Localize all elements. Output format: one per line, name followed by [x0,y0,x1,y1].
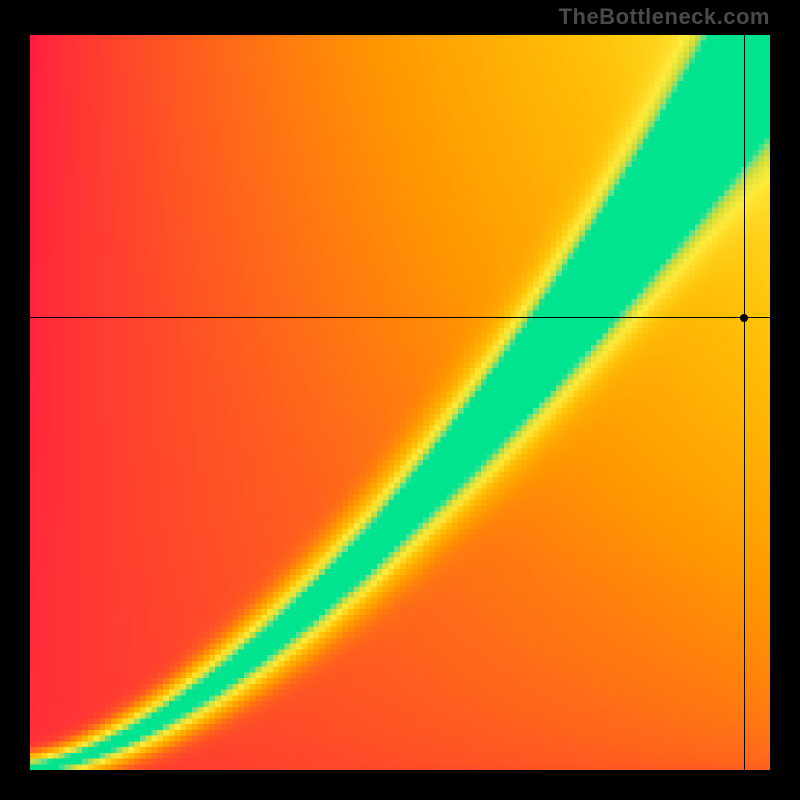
watermark-text: TheBottleneck.com [559,4,770,30]
chart-container: TheBottleneck.com [0,0,800,800]
crosshair-vertical [744,35,745,770]
crosshair-marker [740,314,748,322]
crosshair-horizontal [30,317,770,318]
bottleneck-heatmap [30,35,770,770]
